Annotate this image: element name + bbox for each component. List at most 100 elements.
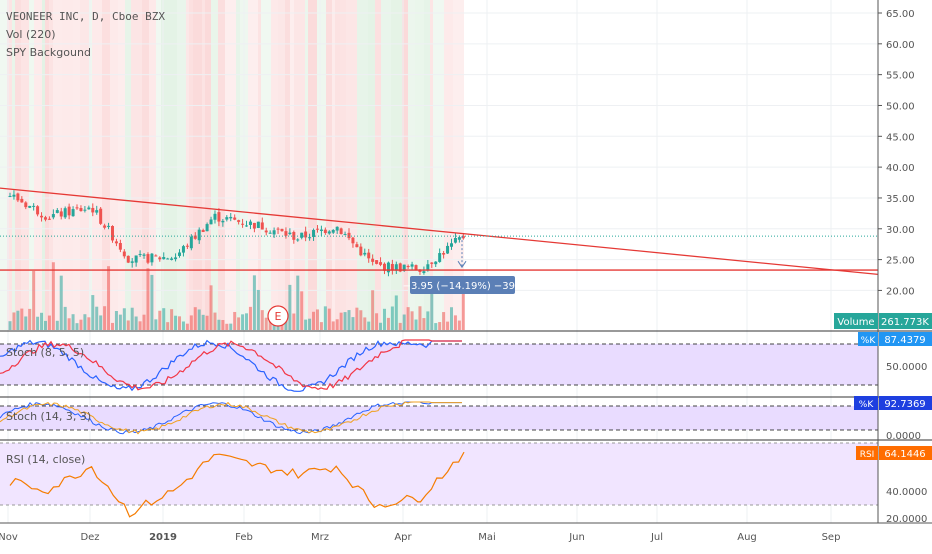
bg-stripe	[332, 0, 335, 330]
volume-bar	[319, 322, 323, 330]
bg-stripe	[278, 0, 285, 330]
volume-bar	[461, 281, 465, 330]
volume-bar	[51, 262, 55, 330]
candle-body	[438, 253, 442, 262]
bg-stripe	[346, 0, 357, 330]
candle-body	[260, 222, 264, 230]
volume-bar	[75, 323, 79, 330]
volume-bar	[150, 274, 154, 330]
candle-body	[225, 217, 229, 220]
bg-stripe	[7, 0, 12, 330]
bg-stripe	[218, 0, 225, 330]
candle-body	[130, 261, 134, 263]
candle-body	[434, 261, 438, 265]
volume-bar	[292, 313, 296, 330]
volume-bar	[434, 323, 438, 330]
volume-bar	[130, 307, 134, 330]
volume-bar	[174, 315, 178, 330]
time-tick-label: Sep	[822, 532, 841, 543]
candle-body	[312, 229, 316, 237]
rsi-badge-k: RSI	[860, 450, 875, 460]
time-tick-label: Aug	[737, 532, 757, 543]
price-tick-label: 30.00	[886, 225, 915, 236]
candle-body	[422, 271, 426, 273]
volume-bar	[83, 314, 87, 330]
rsi-axis-label: 40.0000	[886, 487, 927, 498]
volume-bar	[382, 308, 386, 330]
volume-bar	[142, 314, 146, 330]
candle-body	[398, 263, 402, 272]
bg-stripe	[125, 0, 131, 330]
candle-body	[284, 231, 288, 236]
volume-bar	[209, 285, 213, 330]
volume-bar	[154, 319, 158, 330]
candle-body	[166, 258, 170, 260]
volume-bar	[288, 284, 292, 330]
volume-bar	[446, 321, 450, 330]
candle-body	[280, 228, 284, 232]
candle-body	[442, 253, 446, 255]
candle-body	[323, 229, 327, 234]
stoch1-d-line	[0, 339, 462, 391]
candle-body	[110, 226, 114, 241]
bg-stripe	[102, 0, 110, 330]
bg-stripe	[285, 0, 290, 330]
candle-body	[426, 264, 430, 271]
candle-body	[16, 193, 20, 201]
candle-body	[43, 217, 47, 220]
bg-stripe	[305, 0, 308, 330]
volume-bar	[256, 289, 260, 330]
bg-stripe	[460, 0, 464, 330]
candle-body	[379, 262, 383, 265]
volume-bar	[418, 306, 422, 330]
earnings-marker[interactable]: E	[267, 305, 289, 327]
candle-body	[32, 205, 36, 207]
bg-stripe	[21, 0, 29, 330]
earnings-marker-label: E	[275, 310, 282, 323]
candle-body	[430, 262, 434, 264]
candle-body	[359, 246, 363, 256]
candle-body	[99, 208, 103, 224]
volume-bar	[371, 290, 375, 330]
volume-bar	[43, 320, 47, 330]
candle-body	[386, 262, 390, 273]
volume-bar	[217, 319, 221, 330]
candle-body	[406, 266, 410, 268]
bg-stripe	[375, 0, 381, 330]
bg-stripe	[189, 0, 193, 330]
bg-stripe	[92, 0, 102, 330]
volume-bar	[146, 268, 150, 330]
candle-body	[367, 252, 371, 259]
price-tick-label: 45.00	[886, 132, 915, 143]
volume-bar	[178, 316, 182, 330]
stoch1-badge: %K 87.4379	[858, 332, 932, 346]
candle-body	[237, 220, 241, 222]
candle-body	[193, 235, 197, 239]
volume-badge-label: Volume	[837, 317, 874, 328]
measure-arrowhead	[457, 260, 467, 269]
volume-bar	[181, 321, 185, 330]
volume-bar	[95, 306, 99, 330]
candle-body	[347, 232, 351, 239]
bg-stripe	[80, 0, 89, 330]
candle-body	[24, 202, 28, 208]
volume-bar	[260, 310, 264, 330]
candle-body	[449, 243, 453, 247]
volume-badge: Volume 261.773K	[834, 313, 932, 329]
bg-stripe	[340, 0, 346, 330]
volume-bar	[32, 270, 36, 330]
volume-bar	[438, 322, 442, 330]
candle-body	[319, 229, 323, 231]
volume-bar	[323, 306, 327, 330]
volume-bar	[343, 312, 347, 330]
measure-label: −3.95 (−14.19%) −395	[403, 281, 522, 292]
stoch1-legend: Stoch (8, 5, 5)	[6, 346, 84, 359]
candle-body	[375, 260, 379, 264]
candle-body	[83, 209, 87, 211]
price-tick-label: 60.00	[886, 40, 915, 51]
bg-stripe	[368, 0, 375, 330]
price-candles	[8, 190, 465, 277]
volume-bar	[162, 308, 166, 330]
